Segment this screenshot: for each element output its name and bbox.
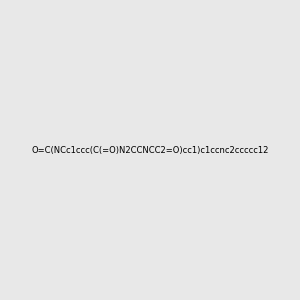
Text: O=C(NCc1ccc(C(=O)N2CCNCC2=O)cc1)c1ccnc2ccccc12: O=C(NCc1ccc(C(=O)N2CCNCC2=O)cc1)c1ccnc2c…: [31, 146, 269, 154]
